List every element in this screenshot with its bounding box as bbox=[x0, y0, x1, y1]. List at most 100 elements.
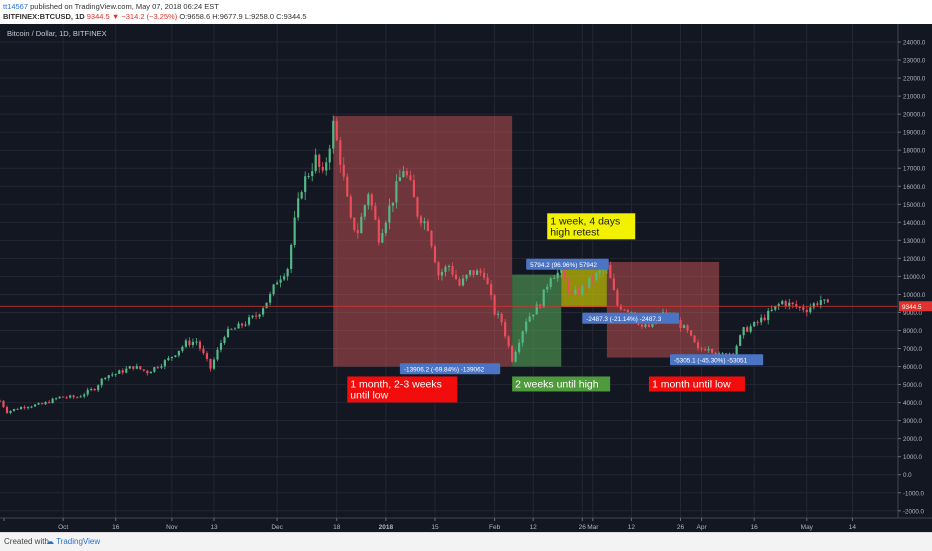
candle-body bbox=[602, 269, 605, 271]
candle-body bbox=[139, 366, 142, 370]
candle-body bbox=[447, 265, 451, 267]
candle-body bbox=[563, 268, 566, 280]
candle-body bbox=[9, 410, 12, 413]
candle-body bbox=[244, 324, 247, 326]
y-tick-label: -1000.0 bbox=[903, 490, 925, 497]
candle-body bbox=[314, 154, 317, 172]
candle-body bbox=[760, 317, 763, 323]
candle-body bbox=[546, 286, 549, 290]
candle-body bbox=[321, 166, 324, 171]
chart-area[interactable]: -2000.0 -1000.0 0.0 1000.0 2000.0 3000.0 4000.… bbox=[0, 24, 932, 532]
candle-body bbox=[114, 373, 117, 375]
candle-body bbox=[570, 291, 573, 294]
y-tick-label: 4000.0 bbox=[903, 400, 922, 407]
candle-body bbox=[16, 408, 19, 410]
note-rise-line: 2 weeks until high bbox=[515, 378, 599, 390]
note-retest-line: high retest bbox=[550, 226, 599, 238]
candle-body bbox=[44, 402, 47, 405]
candle-body bbox=[177, 350, 180, 356]
tradingview-logo-icon[interactable]: ☁ TradingView bbox=[46, 537, 101, 546]
candle-body bbox=[377, 219, 380, 243]
y-tick-label: 14000.0 bbox=[903, 220, 926, 227]
chart-header: tt14567 published on TradingView.com, Ma… bbox=[0, 0, 932, 24]
candle-body bbox=[511, 346, 514, 362]
candle-body bbox=[700, 348, 703, 350]
candle-body bbox=[640, 324, 644, 327]
candle-body bbox=[721, 353, 724, 355]
y-tick-label: 5000.0 bbox=[903, 382, 922, 389]
candle-body bbox=[819, 300, 822, 305]
candle-body bbox=[430, 230, 433, 247]
candle-body bbox=[191, 341, 195, 345]
candle-body bbox=[535, 304, 538, 315]
measure-retest-box bbox=[582, 312, 680, 324]
candle-body bbox=[195, 341, 198, 343]
candle-body bbox=[360, 216, 363, 234]
candle-body bbox=[493, 295, 496, 315]
candle-body bbox=[128, 366, 131, 369]
tradingview-link[interactable]: TradingView bbox=[56, 537, 101, 546]
candle-body bbox=[37, 403, 40, 405]
candle-body bbox=[595, 272, 598, 280]
candle-body bbox=[188, 340, 191, 345]
candle-body bbox=[318, 154, 321, 167]
x-tick-label: 18 bbox=[333, 524, 341, 531]
candle-body bbox=[107, 375, 110, 378]
candle-body bbox=[609, 264, 612, 279]
candle-body bbox=[623, 309, 626, 311]
candle-body bbox=[58, 396, 61, 399]
candle-body bbox=[19, 407, 23, 410]
down-arrow-icon: ▼ bbox=[111, 12, 120, 21]
candle-body bbox=[76, 397, 79, 399]
candle-body bbox=[461, 278, 465, 286]
candle-body bbox=[160, 366, 163, 368]
y-tick-label: 3000.0 bbox=[903, 418, 922, 425]
candle-body bbox=[532, 314, 535, 317]
candle-body bbox=[591, 277, 594, 280]
price-axis-bg[interactable] bbox=[898, 24, 932, 518]
candle-body bbox=[205, 353, 209, 359]
y-tick-label: 13000.0 bbox=[903, 238, 926, 245]
annotations: -13906.2 (-69.84%) -139062 5794.2 (96.96%… bbox=[347, 213, 764, 403]
candle-body bbox=[381, 233, 384, 243]
candle-body bbox=[426, 221, 430, 231]
candle-body bbox=[198, 341, 202, 349]
candle-body bbox=[735, 345, 738, 356]
candle-body bbox=[156, 367, 159, 369]
candle-body bbox=[104, 377, 107, 379]
candle-body bbox=[405, 171, 408, 176]
time-axis: Oct 16 Nov 13 Dec 18 2018 15 Feb 12 26 Mar 12 26 Apr 16… bbox=[3, 518, 856, 531]
candle-body bbox=[332, 120, 335, 149]
y-tick-label: 7000.0 bbox=[903, 346, 922, 353]
candle-body bbox=[297, 198, 300, 218]
x-tick-label: 12 bbox=[530, 524, 538, 531]
candle-body bbox=[83, 394, 86, 397]
candle-body bbox=[339, 140, 342, 165]
candle-body bbox=[616, 290, 619, 306]
author-link[interactable]: tt14567 bbox=[3, 2, 29, 11]
candle-body bbox=[468, 270, 472, 275]
candle-body bbox=[254, 315, 258, 317]
candle-body bbox=[763, 317, 766, 321]
candle-body bbox=[465, 274, 468, 279]
ohlc-high: H:9677.9 bbox=[212, 12, 243, 21]
candle-body bbox=[419, 216, 423, 224]
y-tick-label: 16000.0 bbox=[903, 184, 926, 191]
candle-body bbox=[97, 385, 100, 391]
candle-body bbox=[433, 246, 437, 263]
candle-body bbox=[472, 270, 475, 275]
measure-zones bbox=[333, 115, 720, 367]
candle-body bbox=[307, 176, 310, 178]
candle-body bbox=[26, 407, 30, 409]
candle-body bbox=[756, 322, 759, 324]
candle-body bbox=[223, 337, 226, 344]
candle-body bbox=[521, 331, 524, 343]
candlestick-chart[interactable]: -2000.0 -1000.0 0.0 1000.0 2000.0 3000.0 4000.… bbox=[0, 24, 932, 532]
candle-body bbox=[132, 366, 135, 369]
candle-body bbox=[269, 294, 272, 303]
candle-body bbox=[367, 194, 370, 206]
candle-body bbox=[416, 197, 419, 217]
candle-body bbox=[265, 302, 268, 309]
candle-body bbox=[0, 400, 2, 402]
candle-body bbox=[174, 355, 177, 357]
